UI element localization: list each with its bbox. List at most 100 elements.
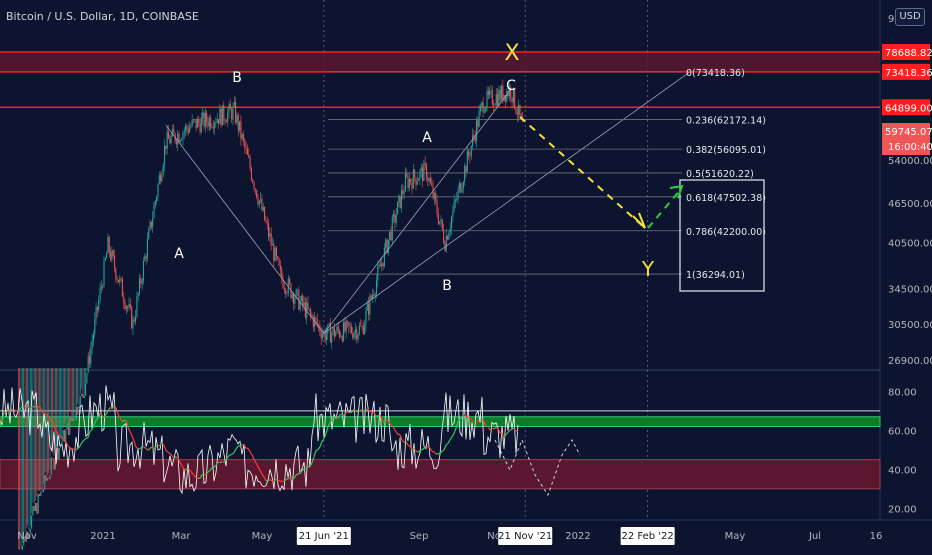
candle-body [365,311,366,325]
candle-body [311,315,312,317]
candle-body [422,168,423,181]
candle-body [90,348,91,364]
candle-body [206,113,207,122]
candle-body [329,323,330,324]
candle-body [279,259,280,266]
price-tick-6: 26900.00 [888,356,932,367]
candle-body [71,417,72,421]
candle-body [196,119,197,128]
candle-body [379,265,380,267]
candle-body [238,115,239,131]
candle-body [46,475,47,481]
candle-body [139,278,140,293]
chart-title: Bitcoin / U.S. Dollar, 1D, COINBASE [6,10,199,23]
rsi-ma-segment [468,417,470,418]
candle-body [492,90,493,104]
candle-body [134,319,135,321]
candle-body [186,126,187,129]
rsi-tick-1: 60.00 [888,426,917,437]
candle-body [289,279,290,283]
candle-body [267,222,268,224]
candle-body [51,458,52,475]
rsi-ma-segment [184,469,186,470]
candle-body [226,122,227,123]
candle-body [177,134,178,145]
candle-body [347,321,348,322]
candle-body [496,94,497,105]
candle-body [392,217,393,240]
candle-body [304,302,305,305]
candle-body [151,222,152,228]
candle-body [169,139,170,143]
candle-body [225,120,226,122]
rsi-tick-3: 20.00 [888,504,917,515]
candle-body [242,134,243,138]
candle-body [400,196,401,208]
rsi-green-zone [0,417,880,427]
candle-body [423,163,424,181]
wave-label-1: A [174,246,184,262]
candle-body [331,333,332,342]
candle-body [447,236,448,240]
candle-body [477,120,478,126]
candle-body [43,489,44,492]
candle-body [357,334,358,339]
candle-body [40,492,41,496]
candle-body [136,296,137,316]
candle-body [101,286,102,288]
candle-body [246,148,247,149]
rsi-ma-segment [308,466,310,467]
candle-body [481,102,482,106]
time-tick-7: May [725,531,746,542]
candle-body [318,325,319,326]
candle-body [102,286,103,287]
candle-body [497,94,498,105]
candle-body [276,248,277,257]
candle-body [156,197,157,201]
last-price-countdown: 16:00:40 [888,142,932,153]
candle-body [117,279,118,280]
time-tick-1: 2021 [90,531,115,542]
candle-body [405,174,406,192]
candle-body [438,214,439,224]
candle-body [380,265,381,266]
candle-body [52,458,53,459]
candle-body [42,492,43,493]
candle-body [61,441,62,444]
candle-body [82,394,83,398]
candle-body [273,244,274,261]
candle-body [517,113,518,114]
candle-body [127,307,128,308]
candle-body [260,199,261,201]
wave-label-2: C [506,78,516,94]
candle-body [84,396,85,398]
candle-body [415,178,416,185]
candle-body [451,217,452,228]
candle-body [239,121,240,130]
candle-body [321,333,322,339]
candle-body [248,155,249,158]
time-highlight-1: 21 Nov '21 [498,531,552,542]
fib-level-label-0: 0(73418.36) [686,68,745,79]
candle-body [252,180,253,183]
candle-body [375,294,376,296]
candle-body [377,267,378,280]
candle-body [39,494,40,496]
candle-body [234,102,235,107]
candle-body [417,181,418,185]
candle-body [371,296,372,299]
candle-body [284,288,285,289]
candle-body [285,289,286,293]
candle-body [210,118,211,128]
fib-level-label-5: 0.786(42200.00) [686,227,766,238]
candle-body [254,183,255,189]
candle-body [280,266,281,270]
rsi-ma-segment [196,478,198,479]
candle-body [293,294,294,304]
currency-button[interactable]: USD [895,8,925,26]
candle-body [152,218,153,227]
candle-body [277,257,278,259]
candle-body [113,250,114,256]
